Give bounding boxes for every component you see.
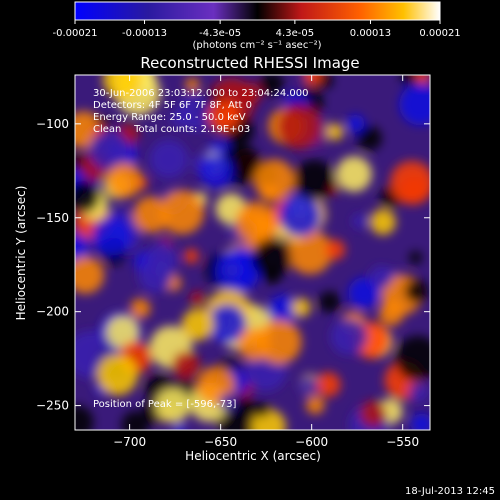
plot-frame — [74, 74, 431, 431]
y-axis-label: Heliocentric Y (arcsec) — [14, 186, 28, 321]
heatmap-blob — [346, 114, 365, 133]
heatmap-blob — [235, 201, 277, 243]
heatmap-blob — [218, 392, 237, 411]
annotation-energy: Energy Range: 25.0 - 50.0 keV — [93, 112, 246, 123]
annotation-detectors: Detectors: 4F 5F 6F 7F 8F, Att 0 — [93, 100, 252, 111]
heatmap-blob — [305, 395, 325, 415]
heatmap-blob — [133, 196, 170, 234]
heatmap-blob — [189, 291, 206, 307]
x-axis-label: Heliocentric X (arcsec) — [185, 449, 321, 463]
heatmap-blob — [268, 294, 299, 325]
heatmap-blob — [253, 159, 295, 201]
heatmap-blob — [336, 156, 372, 193]
heatmap-blob — [181, 308, 214, 341]
heatmap-blob — [199, 154, 233, 188]
heatmap-blob — [170, 110, 188, 128]
heatmap-blob — [159, 189, 205, 235]
y-tick-label: −250 — [36, 399, 69, 413]
heatmap-image — [75, 75, 430, 430]
heatmap-blob — [105, 315, 140, 349]
colorbar-tick-label: -4.3e-05 — [199, 28, 241, 39]
x-tick-label: −600 — [295, 435, 328, 449]
y-tick-label: −200 — [36, 305, 69, 319]
heatmap-blob — [207, 99, 241, 133]
heatmap-blob — [171, 350, 201, 380]
y-tick-label: −100 — [36, 117, 69, 131]
heatmap-blob — [348, 277, 380, 309]
annotations: 30-Jun-2006 23:03:12.000 to 23:04:24.000… — [93, 88, 309, 410]
heatmap-blob — [399, 83, 430, 126]
heatmap-blob — [318, 291, 341, 313]
x-tick-label: −650 — [204, 435, 237, 449]
heatmap-blob — [254, 402, 271, 418]
heatmap-blob — [75, 180, 101, 214]
heatmap-blob — [149, 139, 189, 179]
heatmap-blob — [378, 301, 404, 326]
annotation-peak: Position of Peak = [-596,-73] — [93, 399, 237, 410]
chart-title: Reconstructed RHESSI Image — [140, 54, 359, 72]
heatmap-blob — [75, 233, 90, 263]
heatmap-blob — [390, 160, 430, 205]
heatmap-blob — [277, 104, 322, 150]
heatmap-blob — [173, 423, 186, 430]
colorbar-tick-label: 0.00021 — [419, 28, 460, 39]
heatmap-blob — [352, 213, 368, 229]
heatmap-blob — [360, 400, 387, 427]
heatmap-blob — [291, 297, 311, 317]
heatmap-blob — [298, 375, 319, 396]
heatmap-blob — [256, 319, 302, 365]
heatmap-blob — [75, 405, 94, 430]
heatmap-blob — [369, 265, 393, 289]
heatmap-blob — [326, 123, 344, 141]
colorbar-unit-label: (photons cm⁻² s⁻¹ asec⁻²) — [192, 40, 321, 51]
heatmap-blob — [357, 126, 382, 151]
heatmap-blob — [96, 354, 138, 396]
heatmap-blob — [155, 239, 171, 254]
colorbar-gradient — [74, 1, 441, 21]
heatmap-blob — [103, 75, 142, 99]
x-tick-label: −700 — [113, 435, 146, 449]
heatmap-blob — [315, 372, 341, 397]
heatmap-blob — [408, 250, 423, 265]
colorbar-tick-label: -0.00013 — [122, 28, 167, 39]
heatmap-blob — [251, 238, 292, 278]
heatmap-blob — [411, 413, 430, 430]
colorbar: -0.00021 -0.00013 -4.3e-05 4.3e-05 0.00013 0.… — [53, 1, 461, 51]
heatmap-blob — [293, 159, 335, 201]
heatmap-blob — [183, 248, 199, 264]
heatmap-blob — [414, 75, 430, 85]
heatmap-blob — [92, 216, 132, 256]
heatmap-blob — [260, 75, 284, 96]
x-tick-label: −550 — [386, 435, 419, 449]
heatmap-blob — [395, 335, 430, 382]
heatmap-blob — [330, 317, 368, 355]
heatmap-blob — [224, 246, 261, 284]
plot-area: −700 −650 −600 −550 −100 −150 −200 −250 — [36, 74, 431, 449]
annotation-time: 30-Jun-2006 23:03:12.000 to 23:04:24.000 — [93, 88, 309, 99]
heatmap-blob — [324, 239, 346, 260]
heatmap-blob — [302, 75, 323, 86]
heatmap-blob — [404, 279, 429, 304]
heatmap-blob — [88, 129, 130, 171]
colorbar-tick-label: -0.00021 — [53, 28, 98, 39]
heatmap-blob — [75, 256, 105, 294]
y-tick-label: −150 — [36, 211, 69, 225]
annotation-clean: Clean Total counts: 2.19E+03 — [93, 124, 250, 135]
heatmap-blob — [185, 77, 200, 92]
colorbar-tick-label: 0.00013 — [350, 28, 391, 39]
heatmap-blob — [121, 410, 150, 430]
heatmap-blob — [207, 304, 248, 344]
heatmap-blob — [278, 194, 322, 237]
heatmap-blob — [370, 209, 396, 235]
heatmap-blob — [138, 258, 173, 293]
footer-timestamp: 18-Jul-2013 12:45 — [405, 486, 495, 497]
heatmap-blob — [408, 382, 429, 403]
heatmap-blob — [107, 162, 143, 198]
heatmap-blob — [130, 298, 151, 319]
heatmap-blob — [155, 387, 191, 423]
colorbar-tick-label: 4.3e-05 — [276, 28, 314, 39]
